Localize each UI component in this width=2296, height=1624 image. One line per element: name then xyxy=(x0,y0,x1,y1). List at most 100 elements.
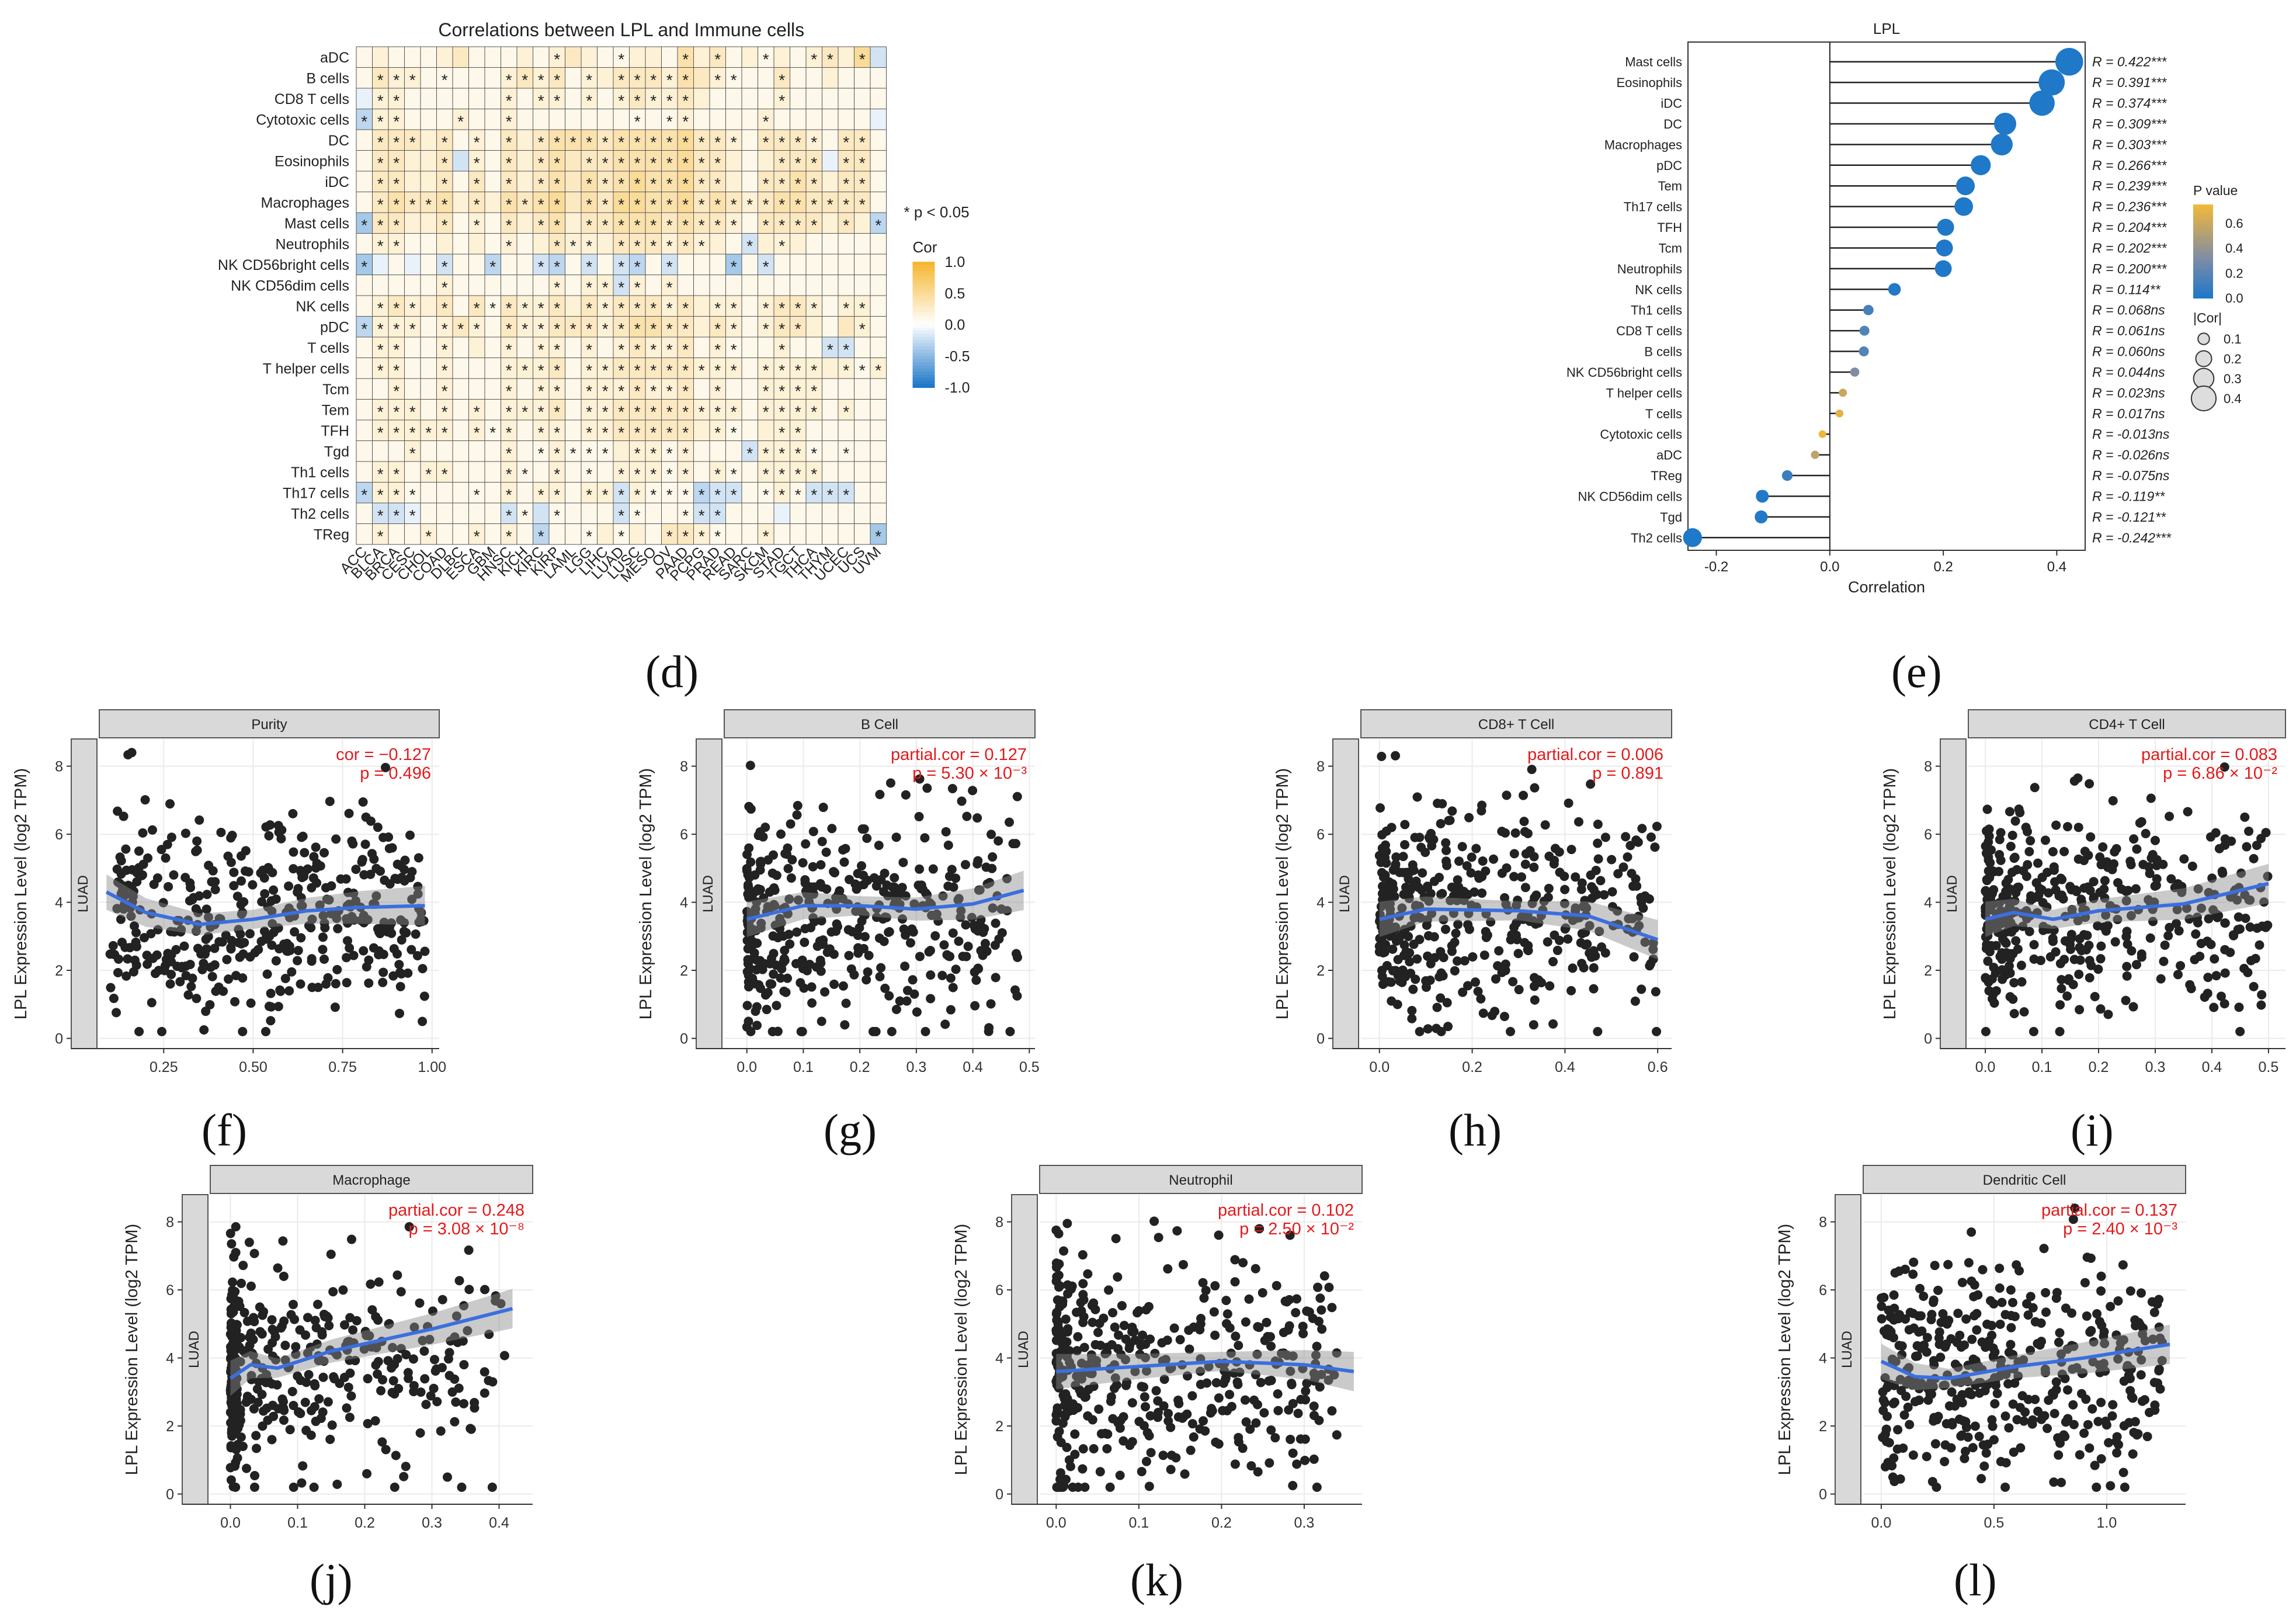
scatter-point xyxy=(238,1261,248,1271)
heatmap-star: * xyxy=(650,341,657,359)
heatmap-cell xyxy=(854,502,871,524)
scatter-point xyxy=(2172,905,2182,915)
scatter-point xyxy=(1927,1477,1937,1487)
heatmap-cell xyxy=(452,67,469,89)
scatter-point xyxy=(926,994,936,1004)
scatter-point xyxy=(2172,918,2182,928)
heatmap-cell xyxy=(372,440,389,462)
scatter-point xyxy=(235,929,245,939)
heatmap-cell xyxy=(501,399,517,421)
scatter-point xyxy=(1637,984,1647,994)
scatter-point xyxy=(1500,828,1510,838)
heatmap-star: * xyxy=(554,71,560,89)
scatter-point xyxy=(319,848,329,858)
scatter-point xyxy=(1559,898,1569,908)
heatmap-cell xyxy=(854,233,871,255)
heatmap-star: * xyxy=(666,402,673,421)
scatter-point xyxy=(1234,1437,1243,1447)
heatmap-star: * xyxy=(650,175,657,193)
scatter-point xyxy=(259,926,269,936)
heatmap-cell xyxy=(741,171,758,192)
scatter-point xyxy=(2212,912,2222,922)
scatter-point xyxy=(1055,1281,1065,1291)
pvalue-gradient-step xyxy=(2193,245,2213,249)
x-tick-label: 0.0 xyxy=(1871,1515,1891,1531)
heatmap-star: * xyxy=(602,299,609,317)
scatter-point xyxy=(1161,1355,1170,1365)
scatter-point xyxy=(2082,931,2092,941)
heatmap-star: * xyxy=(538,299,544,317)
scatter-point xyxy=(1494,946,1504,956)
scatter-point xyxy=(325,1434,335,1444)
heatmap-star: * xyxy=(393,506,400,525)
scatter-point xyxy=(1119,1320,1129,1330)
scatter-point xyxy=(862,975,871,985)
scatter-point xyxy=(2121,886,2131,896)
scatter-point xyxy=(2089,1337,2099,1347)
scatter-point xyxy=(749,948,759,958)
scatter-point xyxy=(1972,1309,1982,1318)
scatter-point xyxy=(884,926,894,936)
scatter-point xyxy=(880,868,890,878)
heatmap-cell xyxy=(725,440,742,462)
scatter-point xyxy=(2049,925,2059,935)
heatmap-cell xyxy=(501,482,517,504)
panel-label-d: (d) xyxy=(645,646,699,697)
scatter-point xyxy=(1589,984,1599,994)
scatter-point xyxy=(1055,1332,1065,1342)
heatmap-star: * xyxy=(506,299,512,317)
lollipop-value-label: R = 0.266*** xyxy=(2092,158,2167,173)
scatter-point xyxy=(2252,923,2262,933)
scatter-point xyxy=(1412,954,1422,964)
heatmap-star: * xyxy=(409,485,416,504)
heatmap-cell xyxy=(452,482,469,504)
scatter-point xyxy=(1878,1406,1888,1415)
heatmap-cell xyxy=(854,440,871,462)
scatter-point xyxy=(248,880,258,890)
scatter-point xyxy=(304,1370,314,1380)
scatter-point xyxy=(2098,842,2108,852)
scatter-point xyxy=(1230,1255,1240,1265)
x-tick-label: 0.0 xyxy=(1820,559,1839,575)
scatter-point xyxy=(2125,1286,2135,1296)
scatter-point xyxy=(1497,967,1507,977)
heatmap-star: * xyxy=(843,154,849,172)
heatmap-cell xyxy=(597,46,614,68)
scatter-point xyxy=(280,1341,290,1351)
heatmap-star: * xyxy=(859,50,866,68)
heatmap-cell xyxy=(741,46,758,68)
scatter-point xyxy=(943,840,953,850)
facet-strip xyxy=(724,709,1036,738)
scatter-point xyxy=(331,834,341,844)
scatter-point xyxy=(1893,1425,1903,1435)
scatter-point xyxy=(158,898,168,908)
scatter-point xyxy=(1068,1482,1078,1492)
heatmap-cell xyxy=(773,316,790,338)
scatter-point xyxy=(833,922,843,932)
heatmap-cell xyxy=(501,171,517,192)
facet-strip-title: CD8+ T Cell xyxy=(1478,717,1555,733)
heatmap-cell xyxy=(484,336,501,358)
scatter-point xyxy=(458,1399,468,1408)
heatmap-cell xyxy=(758,254,774,275)
scatter-point xyxy=(1209,1307,1219,1317)
x-axis-label: Correlation xyxy=(1848,578,1925,596)
heatmap-cell xyxy=(468,46,485,68)
scatter-point xyxy=(1970,1421,1980,1431)
scatter-point xyxy=(2140,1336,2150,1346)
scatter-point xyxy=(1093,1327,1103,1337)
scatter-point xyxy=(1374,941,1384,951)
scatter-point xyxy=(397,935,407,945)
scatter-point xyxy=(1409,913,1419,923)
lollipop-dot xyxy=(2038,69,2065,96)
heatmap-cell xyxy=(420,233,437,255)
scatter-point xyxy=(1059,1246,1069,1256)
heatmap-star: * xyxy=(650,361,657,379)
heatmap-star: * xyxy=(666,278,673,296)
scatter-point xyxy=(1280,1296,1290,1306)
heatmap-star: * xyxy=(618,402,624,421)
scatter-point xyxy=(1111,1380,1121,1390)
scatter-point xyxy=(1961,1314,1971,1324)
heatmap-cell xyxy=(613,378,630,400)
scatter-point xyxy=(1150,1348,1160,1358)
